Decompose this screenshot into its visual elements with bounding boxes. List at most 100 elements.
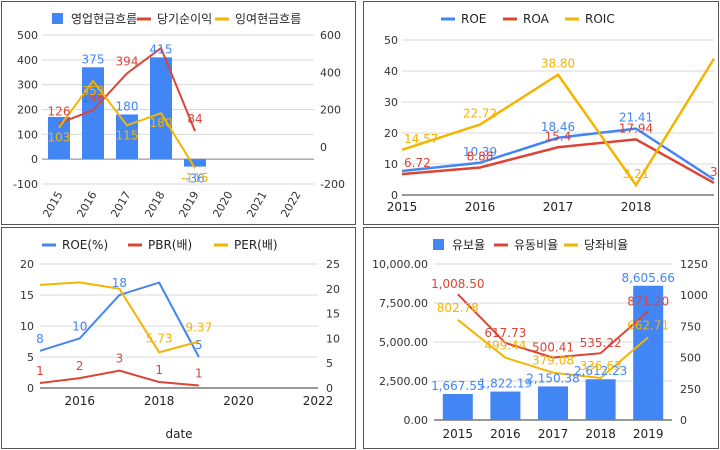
chart-panel-liquidity: 유보율 유동비율 당좌비율 0.00 2,500.00 5,000.00 7,500.00 1… [363,227,719,449]
legend-label-roe: ROE(%) [62,238,108,252]
chart-panel-returns: ROE ROA ROIC 0 10 20 30 40 50 2015 2016 2017 2018 10.… [363,1,719,225]
c3-yright-tick-0: 0 [326,382,333,395]
c1-label-잉여현금흐름-2: 115 [116,128,139,142]
c2-label-roa-0: 6.72 [404,156,431,170]
c1-label-잉여현금흐름-0: 103 [48,131,71,145]
c2-label-roa-2: 15.4 [545,129,572,143]
c2-line-roe [401,127,715,181]
c1-label-영업현금흐름-2: 180 [116,99,139,113]
c3-yleft-tick-2: 10 [20,320,34,333]
c3-line-pbr-배 [39,369,199,387]
c1-label-잉여현금흐름-3: 180 [150,116,173,130]
c1-yright-tick-2: 200 [320,104,341,117]
c1-xtick-2021: 2021 [244,189,269,220]
c4-yright-tick-3: 750 [680,320,701,333]
c2-yleft-tick-5: 50 [384,34,398,47]
c3-yleft-tick-4: 20 [20,258,34,271]
c1-label-당기순이익-4: 84 [187,112,202,126]
valuation-chart: ROE(%) PBR(배) PER(배)0510152005101520252016… [20,238,340,441]
c2-label-roe-1: 10.39 [463,145,497,159]
c4-yleft-tick-3: 7,500.00 [379,297,428,310]
c1-label-잉여현금흐름-4: -115 [181,171,208,185]
c2-yleft-tick-2: 20 [384,127,398,140]
c4-yright-tick-2: 500 [680,352,701,365]
legend-swatch-영업현금흐름 [52,13,63,24]
c3-yleft-tick-3: 15 [20,289,34,302]
c2-yleft-tick-4: 40 [384,65,398,78]
legend-swatch-유보율 [433,239,444,250]
c2-xtick-2018: 2018 [621,200,652,214]
c4-label-유보율-0: 1,667.55 [431,379,484,393]
c3-xtick-2018: 2018 [144,394,175,408]
c4-yright-tick-1: 250 [680,383,701,396]
c1-label-영업현금흐름-4: -36 [185,172,205,186]
legend-label-당기순이익: 당기순이익 [157,12,212,26]
c3-label-per-배-4: 9.37 [185,321,212,335]
c3-label-pbr-배-3: 1 [155,363,163,377]
c4-yleft-tick-0: 0.00 [404,414,429,427]
c3-label-roe-0: 8 [36,332,44,346]
c3-xtick-2016: 2016 [64,394,95,408]
c1-bar-2019 [184,159,206,167]
c4-label-당좌비율-3: 336.63 [580,359,622,373]
c3-xlabel: date [165,427,192,441]
c2-line-roa [401,138,715,185]
c4-xtick-2015: 2015 [443,427,474,441]
chart-panel-valuation: ROE(%) PBR(배) PER(배) 0 5 10 15 20 0 5 10 15 20 25 2016… [1,227,356,449]
c1-line-잉여현금흐름 [58,79,196,169]
c1-bar-2017 [116,114,138,160]
c2-label-roa-1: 8.88 [467,149,494,163]
c1-xtick-2020: 2020 [210,189,235,220]
c4-yleft-tick-1: 2,500.00 [379,375,428,388]
c3-yright-tick-1: 5 [326,357,333,370]
c1-xtick-2022: 2022 [278,189,303,220]
legend-label-유보율: 유보율 [452,238,485,252]
c2-label-roe-3: 21.41 [619,111,653,125]
c4-label-유동비율-1: 617.73 [484,326,526,340]
c2-xtick-2017: 2017 [543,200,574,214]
legend-label-당좌비율: 당좌비율 [584,238,628,252]
c4-yright-tick-0: 0 [680,414,687,427]
c1-xtick-2018: 2018 [142,189,167,220]
c2-label-roic-2: 38.80 [541,57,575,71]
legend-label-pbr-배: PBR(배) [148,238,192,252]
c1-xtick-2019: 2019 [176,189,201,220]
c3-yleft-tick-0: 0 [27,382,34,395]
c1-line-당기순이익 [58,46,196,132]
c2-label-roic-0: 14.57 [404,132,438,146]
c1-yleft-tick-1: 0 [31,153,38,166]
c2-yleft-tick-0: 0 [391,189,398,202]
c1-label-당기순이익-1: 196 [82,91,105,105]
c1-xtick-2016: 2016 [74,189,99,220]
c4-label-당좌비율-2: 379.08 [532,354,574,368]
c1-yright-tick-1: 0 [320,141,327,154]
c1-yright-tick-4: 600 [320,29,341,42]
c1-label-잉여현금흐름-1: 353 [82,84,105,98]
c4-label-당좌비율-1: 499.44 [484,339,526,353]
c3-xtick-2022: 2022 [303,394,334,408]
legend-label-유동비율: 유동비율 [514,238,558,252]
c2-label-roa-3: 17.94 [619,121,653,135]
c4-bar-2016 [490,391,521,420]
c4-yright-tick-4: 1000 [680,289,708,302]
c4-label-당좌비율-4: 662.71 [627,318,669,332]
c1-yright-tick-0: -200 [320,178,345,191]
c4-bar-2019 [633,285,664,420]
c2-yleft-tick-3: 30 [384,96,398,109]
c1-label-영업현금흐름-1: 375 [82,52,105,66]
c3-yright-tick-4: 20 [326,283,340,296]
c2-line-roic [401,57,716,188]
c1-yleft-tick-5: 400 [17,54,38,67]
returns-chart: ROE ROA ROIC 0 10 20 30 40 50 2015 2016 2017 2018 10.… [384,12,718,214]
c3-label-roe-1: 10 [72,319,87,333]
c3-line-per-배 [39,281,200,354]
c3-label-pbr-배-2: 3 [116,352,124,366]
c4-label-유보율-1: 1,822.19 [479,377,532,391]
c4-xtick-2019: 2019 [633,427,664,441]
c4-yleft-tick-4: 10,000.00 [372,258,428,271]
c2-label-roe-2: 18.46 [541,120,575,134]
c3-label-roe-2: 18 [112,276,127,290]
c3-line-roe [39,281,200,358]
c4-bar-2018 [585,379,616,420]
c2-label-roic-1: 22.72 [463,107,497,121]
